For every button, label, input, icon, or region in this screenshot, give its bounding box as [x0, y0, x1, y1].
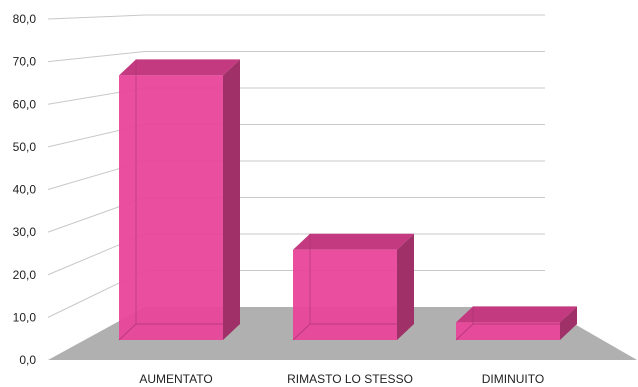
y-tick-label: 0,0 — [19, 353, 36, 367]
gridline-diagonal — [47, 14, 146, 20]
x-category-label: AUMENTATO — [139, 372, 212, 386]
bar-side-face — [397, 233, 414, 340]
x-category-label: DIMINUITO — [482, 372, 544, 386]
y-tick-label: 30,0 — [13, 225, 37, 239]
bar-top-face — [456, 306, 577, 323]
y-tick-label: 40,0 — [13, 183, 37, 197]
gridline-diagonal — [47, 51, 146, 63]
bar-3 — [455, 306, 577, 341]
bar-front-face — [119, 75, 223, 341]
x-category-label: RIMASTO LO STESSO — [287, 372, 413, 386]
y-tick-label: 70,0 — [13, 55, 37, 69]
bar-side-face — [223, 59, 240, 341]
bar-2 — [292, 233, 414, 341]
x-axis-category-labels: AUMENTATO RIMASTO LO STESSO DIMINUITO — [139, 372, 544, 386]
y-axis-tick-labels: 0,0 10,0 20,0 30,0 40,0 50,0 60,0 70,0 80,0 — [13, 12, 37, 367]
y-tick-label: 10,0 — [13, 310, 37, 324]
bar-top-face — [293, 233, 414, 250]
bar-front-face — [456, 322, 560, 340]
bar-top-face — [119, 59, 240, 76]
bars — [118, 59, 577, 341]
y-tick-label: 60,0 — [13, 97, 37, 111]
y-tick-label: 80,0 — [13, 12, 37, 26]
y-tick-label: 20,0 — [13, 268, 37, 282]
bar-side-face — [560, 306, 577, 340]
y-tick-label: 50,0 — [13, 140, 37, 154]
bar-1 — [118, 59, 240, 341]
bar-front-face — [293, 249, 397, 340]
